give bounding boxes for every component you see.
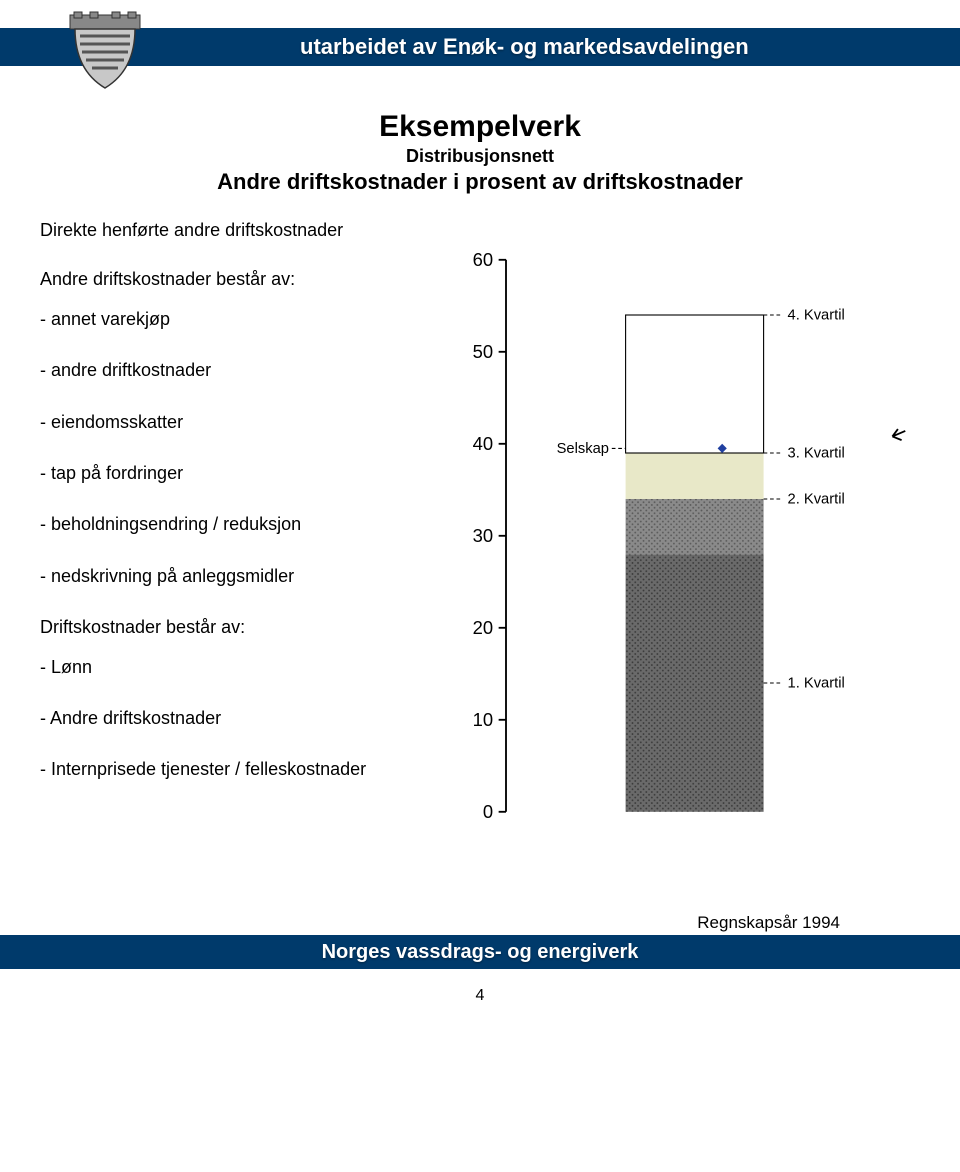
svg-text:Selskap: Selskap: [557, 441, 609, 457]
list-item: - andre driftkostnader: [40, 359, 440, 382]
list-item: - Andre driftskostnader: [40, 707, 440, 730]
title-main: Eksempelverk: [0, 110, 960, 144]
svg-text:30: 30: [473, 525, 493, 546]
list-item: - Internprisede tjenester / felleskostna…: [40, 758, 440, 781]
list-item: - tap på fordringer: [40, 462, 440, 485]
stacked-box-chart: 0 10 20 30 40 50 60 4. Kvartil 3. Kvartil 2. Kvar…: [460, 215, 920, 875]
list-item: - Lønn: [40, 656, 440, 679]
svg-text:4. Kvartil: 4. Kvartil: [788, 308, 845, 324]
svg-text:50: 50: [473, 341, 493, 362]
svg-text:60: 60: [473, 249, 493, 270]
title-sub2: Andre driftskostnader i prosent av drift…: [0, 169, 960, 195]
left-text-column: Direkte henførte andre driftskostnader A…: [40, 215, 460, 875]
svg-text:20: 20: [473, 617, 493, 638]
title-block: Eksempelverk Distribusjonsnett Andre dri…: [0, 110, 960, 195]
chart-area: 0 10 20 30 40 50 60 4. Kvartil 3. Kvartil 2. Kvar…: [460, 215, 920, 875]
header-title: utarbeidet av Enøk- og markedsavdelingen: [300, 34, 749, 60]
svg-text:0: 0: [483, 801, 493, 822]
svg-text:40: 40: [473, 433, 493, 454]
header-band: utarbeidet av Enøk- og markedsavdelingen: [0, 10, 960, 80]
title-sub: Distribusjonsnett: [0, 146, 960, 167]
list-item: - annet varekjøp: [40, 308, 440, 331]
list-item: - nedskrivning på anleggsmidler: [40, 565, 440, 588]
page: utarbeidet av Enøk- og markedsavdelingen…: [0, 10, 960, 1025]
svg-text:3. Kvartil: 3. Kvartil: [788, 446, 845, 462]
page-number: 4: [0, 987, 960, 1005]
footer-bar-text: Norges vassdrags- og energiverk: [322, 941, 639, 964]
svg-text:2. Kvartil: 2. Kvartil: [788, 492, 845, 508]
list-item: - eiendomsskatter: [40, 411, 440, 434]
left-line1: Direkte henførte andre driftskostnader: [40, 219, 440, 242]
svg-text:10: 10: [473, 709, 493, 730]
footer-band: Regnskapsår 1994 Norges vassdrags- og en…: [0, 915, 960, 985]
content-row: Direkte henførte andre driftskostnader A…: [0, 215, 960, 875]
left-line3: Driftskostnader består av:: [40, 616, 440, 639]
crest-icon: [60, 10, 150, 90]
year-label: Regnskapsår 1994: [697, 913, 840, 933]
left-line2: Andre driftskostnader består av:: [40, 268, 440, 291]
list-item: - beholdningsendring / reduksjon: [40, 513, 440, 536]
svg-text:1. Kvartil: 1. Kvartil: [788, 676, 845, 692]
footer-bar: Norges vassdrags- og energiverk: [0, 935, 960, 969]
